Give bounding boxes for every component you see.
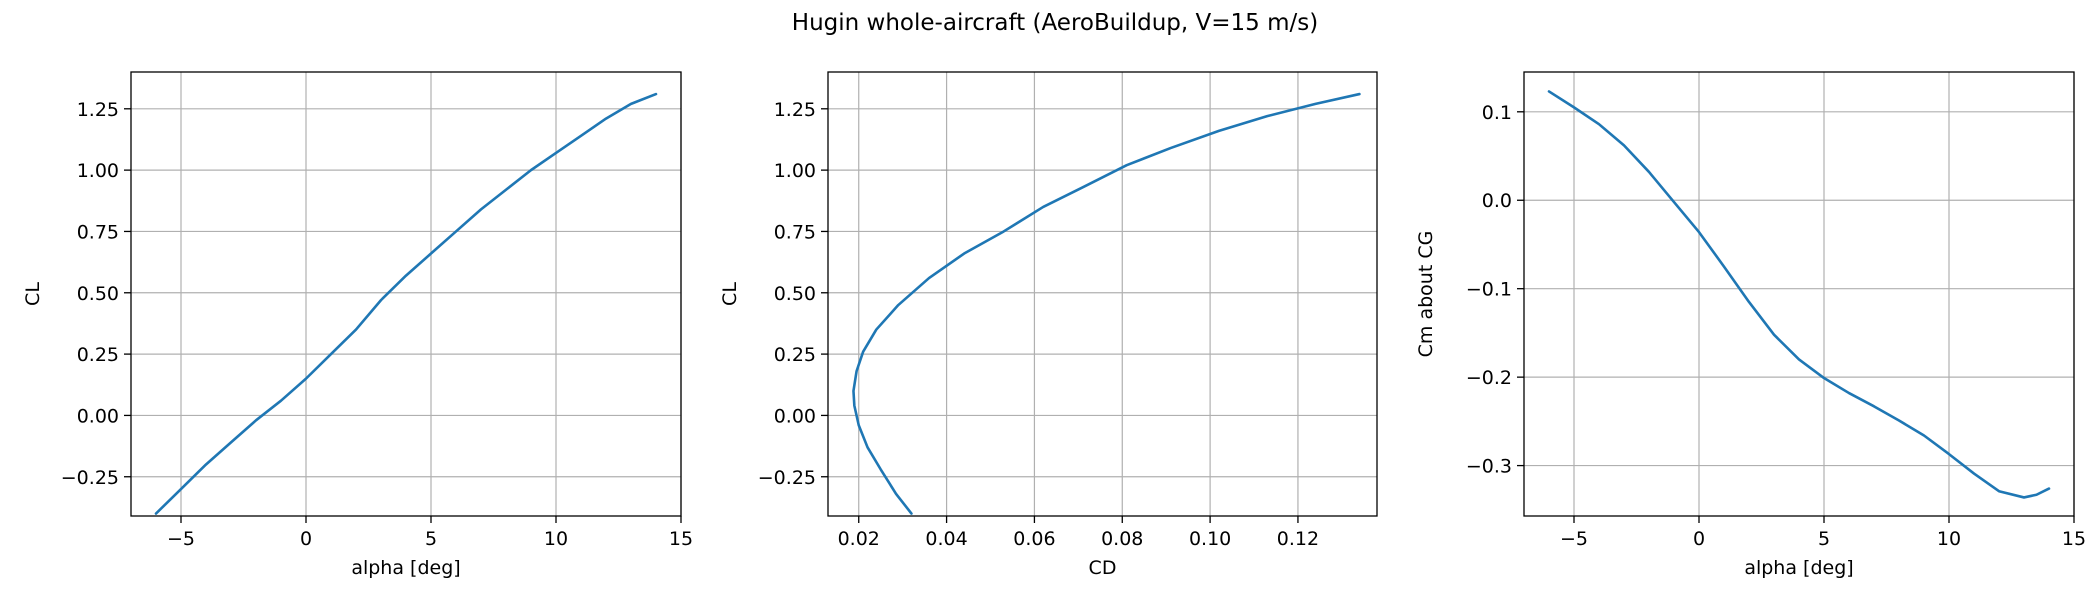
cl-vs-alpha-y-tick-label: 1.25 [77,99,119,121]
cl-vs-cd-y-tick-label: 1.00 [774,160,816,182]
cl-vs-cd-x-tick-label: 0.10 [1189,528,1231,550]
cl-vs-cd-x-tick-label: 0.06 [1013,528,1055,550]
cl-vs-alpha-y-tick-label: 0.00 [77,405,119,427]
cm-vs-alpha-axes-frame [1523,71,2075,517]
cl-vs-cd-x-axis-label: CD [1089,557,1117,579]
cl-vs-cd-axes-frame [827,71,1378,517]
cl-vs-cd-x-tick-label: 0.04 [925,528,967,550]
cl-vs-alpha-y-tick-label: 1.00 [77,160,119,182]
cl-vs-cd-x-tick-label: 0.02 [838,528,880,550]
cm-vs-alpha-y-tick-label: −0.3 [1466,456,1512,478]
cl-vs-alpha-axes-frame [130,71,682,517]
cm-vs-alpha-y-tick-label: −0.2 [1466,367,1512,389]
cl-vs-alpha-x-axis-label: alpha [deg] [351,557,460,579]
subplot-cm-vs-alpha: −5 0 5 10 15 −0.3 −0.2 −0.1 0.0 0.1 alpha [deg] Cm … [1415,71,2086,579]
subplots: −5 0 5 10 15−0.250.000.250.500.751.001.25alp… [22,71,2086,579]
cl-vs-alpha-x-tick-label: 0 [300,528,312,550]
cm-vs-alpha-series-line [1547,90,2051,499]
cm-vs-alpha-x-axis-label: alpha [deg] [1744,557,1853,579]
cl-vs-alpha-x-tick-label: −5 [167,528,195,550]
cm-vs-alpha-y-axis-label: Cm about CG [1415,231,1437,358]
cl-vs-alpha-x-tick-label: 5 [425,528,437,550]
cl-vs-alpha-y-axis-label: CL [22,282,44,306]
cm-vs-alpha-x-tick-label: 0 [1693,528,1705,550]
cl-vs-alpha-x-tick-label: 15 [669,528,693,550]
cl-vs-cd-y-tick-label: 0.00 [774,405,816,427]
cm-vs-alpha-x-tick-label: 10 [1937,528,1961,550]
cm-vs-alpha-x-tick-label: −5 [1560,528,1588,550]
cl-vs-alpha-y-tick-label: 0.75 [77,221,119,243]
cm-vs-alpha-x-tick-label: 5 [1818,528,1830,550]
cm-vs-alpha-y-tick-label: 0.1 [1482,102,1512,124]
cl-vs-cd-series-line [852,92,1361,515]
figure-title: Hugin whole-aircraft (AeroBuildup, V=15 … [792,10,1318,36]
cl-vs-cd-y-tick-label: −0.25 [758,467,816,489]
cl-vs-cd-y-tick-label: 0.25 [774,344,816,366]
cl-vs-alpha-y-tick-label: 0.50 [77,283,119,305]
cl-vs-alpha-y-tick-label: −0.25 [61,467,119,489]
cl-vs-alpha-series-line [154,92,658,515]
cm-vs-alpha-y-tick-label: 0.0 [1482,190,1512,212]
subplot-cl-vs-alpha: −5 0 5 10 15 −0.25 0.00 0.25 0.50 0.75 1.00 1.25 alp… [22,71,693,579]
subplot-cl-vs-cd: 0.02 0.04 0.06 0.08 0.10 0.12 −0.25 0.00 0.25 0.5… [719,71,1378,579]
cl-vs-alpha-y-tick-label: 0.25 [77,344,119,366]
cm-vs-alpha-y-tick-label: −0.1 [1466,279,1512,301]
cl-vs-cd-y-tick-label: 0.50 [774,283,816,305]
cl-vs-cd-y-tick-label: 1.25 [774,99,816,121]
cm-vs-alpha-x-tick-label: 15 [2062,528,2086,550]
cl-vs-cd-y-tick-label: 0.75 [774,221,816,243]
cl-vs-cd-x-tick-label: 0.12 [1277,528,1319,550]
cl-vs-alpha-x-tick-label: 10 [544,528,568,550]
cl-vs-cd-x-tick-label: 0.08 [1101,528,1143,550]
cl-vs-cd-y-axis-label: CL [719,282,741,306]
